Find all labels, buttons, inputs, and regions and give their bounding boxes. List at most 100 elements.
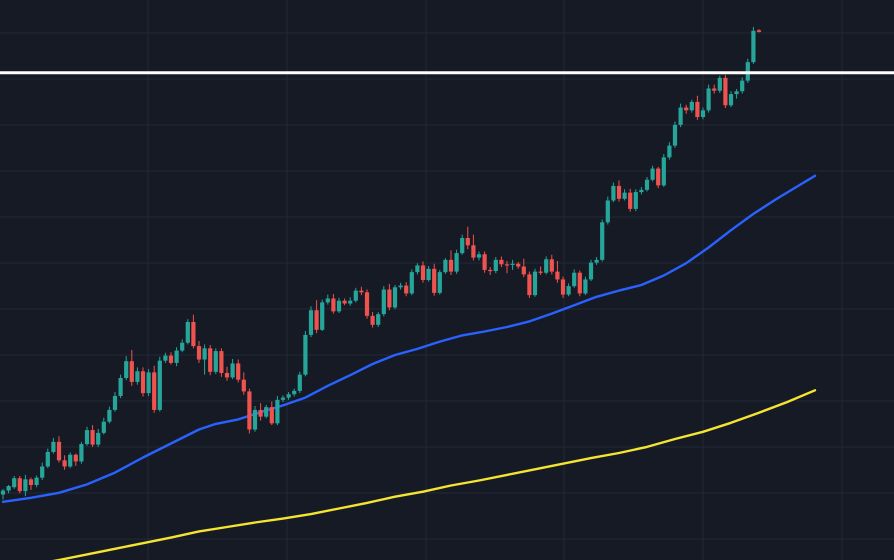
candle-body (577, 272, 582, 294)
candle-body (342, 300, 347, 304)
candle-body (40, 466, 45, 478)
candle-body (353, 290, 358, 301)
candle-body (555, 271, 560, 280)
candle-body (308, 310, 314, 335)
candle-body (269, 407, 274, 424)
candle-body (84, 430, 90, 445)
candle-body (661, 157, 666, 186)
candle-body (639, 189, 644, 193)
candle-body (656, 168, 661, 186)
candle-body (605, 200, 610, 223)
candle-body (230, 363, 235, 378)
candle-body (62, 460, 67, 467)
candle-body (432, 268, 437, 293)
candle-body (566, 286, 571, 295)
candle-body (96, 432, 101, 445)
candle-body (504, 264, 510, 266)
candle-body (734, 91, 739, 95)
candle-body (152, 372, 157, 410)
candle-body (264, 407, 269, 417)
candle-body (560, 279, 566, 295)
candle-body (196, 346, 202, 360)
ma-slow-line (52, 389, 817, 560)
candle-body (174, 350, 179, 363)
candle-body (594, 259, 599, 263)
candle-body (325, 298, 330, 303)
candle-body (616, 185, 622, 199)
candle-body (398, 285, 403, 288)
candle-body (129, 361, 134, 382)
candle-body (320, 302, 325, 330)
candle-body (359, 290, 364, 293)
candle-body (516, 263, 521, 267)
candle-body (364, 292, 370, 316)
candle-body (426, 268, 431, 280)
candle-body (549, 259, 554, 272)
candle-body (622, 192, 627, 199)
candle-body (611, 185, 616, 201)
candle-body (292, 390, 297, 395)
candle-body (404, 285, 409, 294)
candle-body (527, 274, 532, 296)
candle-body (684, 107, 689, 111)
candle-body (538, 271, 543, 273)
candle-body (213, 351, 218, 372)
candle-body (521, 266, 526, 275)
candle-body (482, 254, 487, 270)
candle-body (236, 363, 241, 380)
candle-body (219, 351, 224, 373)
candle-body (107, 409, 112, 422)
candle-body (672, 124, 678, 146)
candle-body (247, 391, 252, 430)
candle-body (168, 355, 174, 363)
candle-body (51, 441, 56, 452)
candle-body (387, 289, 392, 308)
candle-body (241, 379, 246, 392)
candle-body (712, 88, 717, 91)
candle-body (532, 271, 538, 296)
candle-body (280, 397, 286, 400)
candle-body (488, 269, 493, 272)
candle-body (297, 374, 302, 391)
candle-body (157, 360, 162, 410)
candle-body (23, 479, 28, 492)
candle-body (689, 101, 694, 111)
candle-body (208, 348, 213, 372)
candle-body (499, 259, 504, 265)
candle-body (717, 77, 722, 91)
candle-body (146, 372, 151, 394)
candle-body (678, 107, 683, 125)
candle-body (588, 262, 594, 280)
candle-body (101, 421, 106, 433)
candle-body (275, 399, 280, 424)
candle-body (12, 478, 17, 488)
candle-body (471, 245, 476, 258)
ma-fast-series (1, 174, 817, 503)
candle-body (118, 378, 123, 396)
candle-body (510, 263, 515, 265)
candle-body (465, 238, 470, 246)
candle-body (633, 192, 638, 209)
candle-body (258, 409, 263, 417)
candle-body (420, 265, 426, 280)
candle-body (191, 322, 196, 347)
candle-body (79, 444, 84, 462)
candle-body (45, 451, 50, 467)
candle-body (415, 265, 420, 273)
candle-body (331, 298, 336, 312)
candle-body (336, 300, 342, 312)
candle-body (303, 334, 308, 375)
candle-body (454, 253, 459, 272)
candle-body (700, 110, 706, 118)
candle-body (706, 88, 711, 111)
candle-body (180, 342, 185, 351)
ma-fast-line (1, 174, 817, 503)
candle-body (476, 254, 482, 258)
candle-body (740, 80, 745, 92)
candles (0, 26, 762, 500)
candle-body (756, 30, 762, 32)
